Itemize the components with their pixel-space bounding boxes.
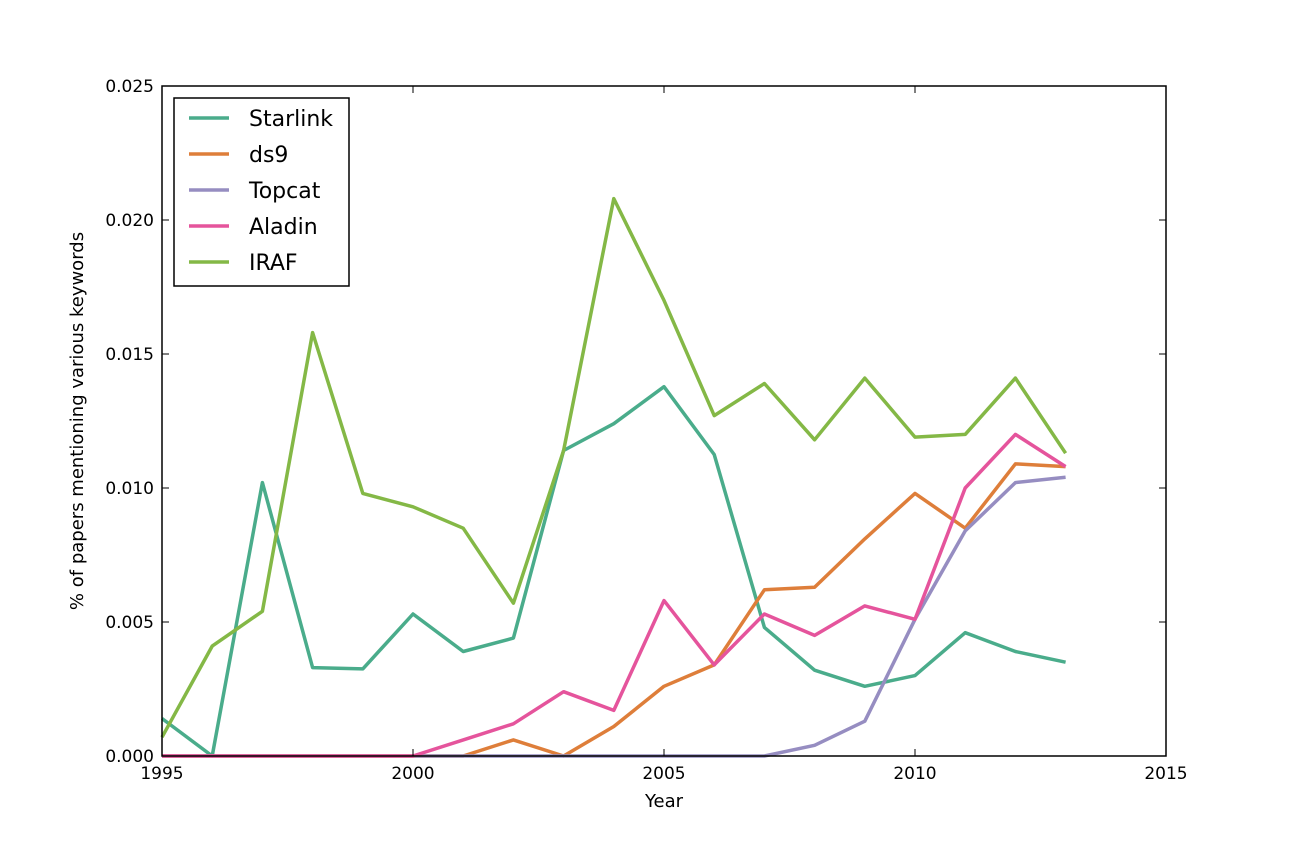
x-tick-label: 2000 [391, 764, 434, 784]
x-tick-label: 2010 [893, 764, 936, 784]
x-tick-label: 1995 [140, 764, 183, 784]
legend-label-ds9: ds9 [249, 143, 288, 168]
y-tick-label: 0.025 [105, 77, 154, 97]
series-line-starlink [160, 384, 1066, 758]
x-tick-label: 2015 [1144, 764, 1187, 784]
legend-label-aladin: Aladin [249, 215, 318, 240]
legend: Starlink ds9 Topcat Aladin IRAF [173, 97, 350, 287]
series-line-iraf [160, 196, 1068, 739]
y-tick-label: 0.020 [105, 211, 154, 231]
y-tick-label: 0.005 [105, 613, 154, 633]
x-tick-label: 2005 [642, 764, 685, 784]
y-axis-label: % of papers mentioning various keywords [67, 232, 88, 610]
legend-label-starlink: Starlink [249, 107, 333, 132]
legend-label-iraf: IRAF [249, 251, 298, 276]
y-tick-label: 0.015 [105, 345, 154, 365]
y-tick-label: 0.010 [105, 479, 154, 499]
ticks-layer: 1995 2000 2005 2010 2015 0.000 0.005 0.010 0.015… [105, 77, 1187, 784]
y-tick-label: 0.000 [105, 747, 154, 767]
x-axis-label: Year [644, 791, 684, 812]
legend-label-topcat: Topcat [248, 179, 321, 204]
legend-box [173, 97, 350, 287]
